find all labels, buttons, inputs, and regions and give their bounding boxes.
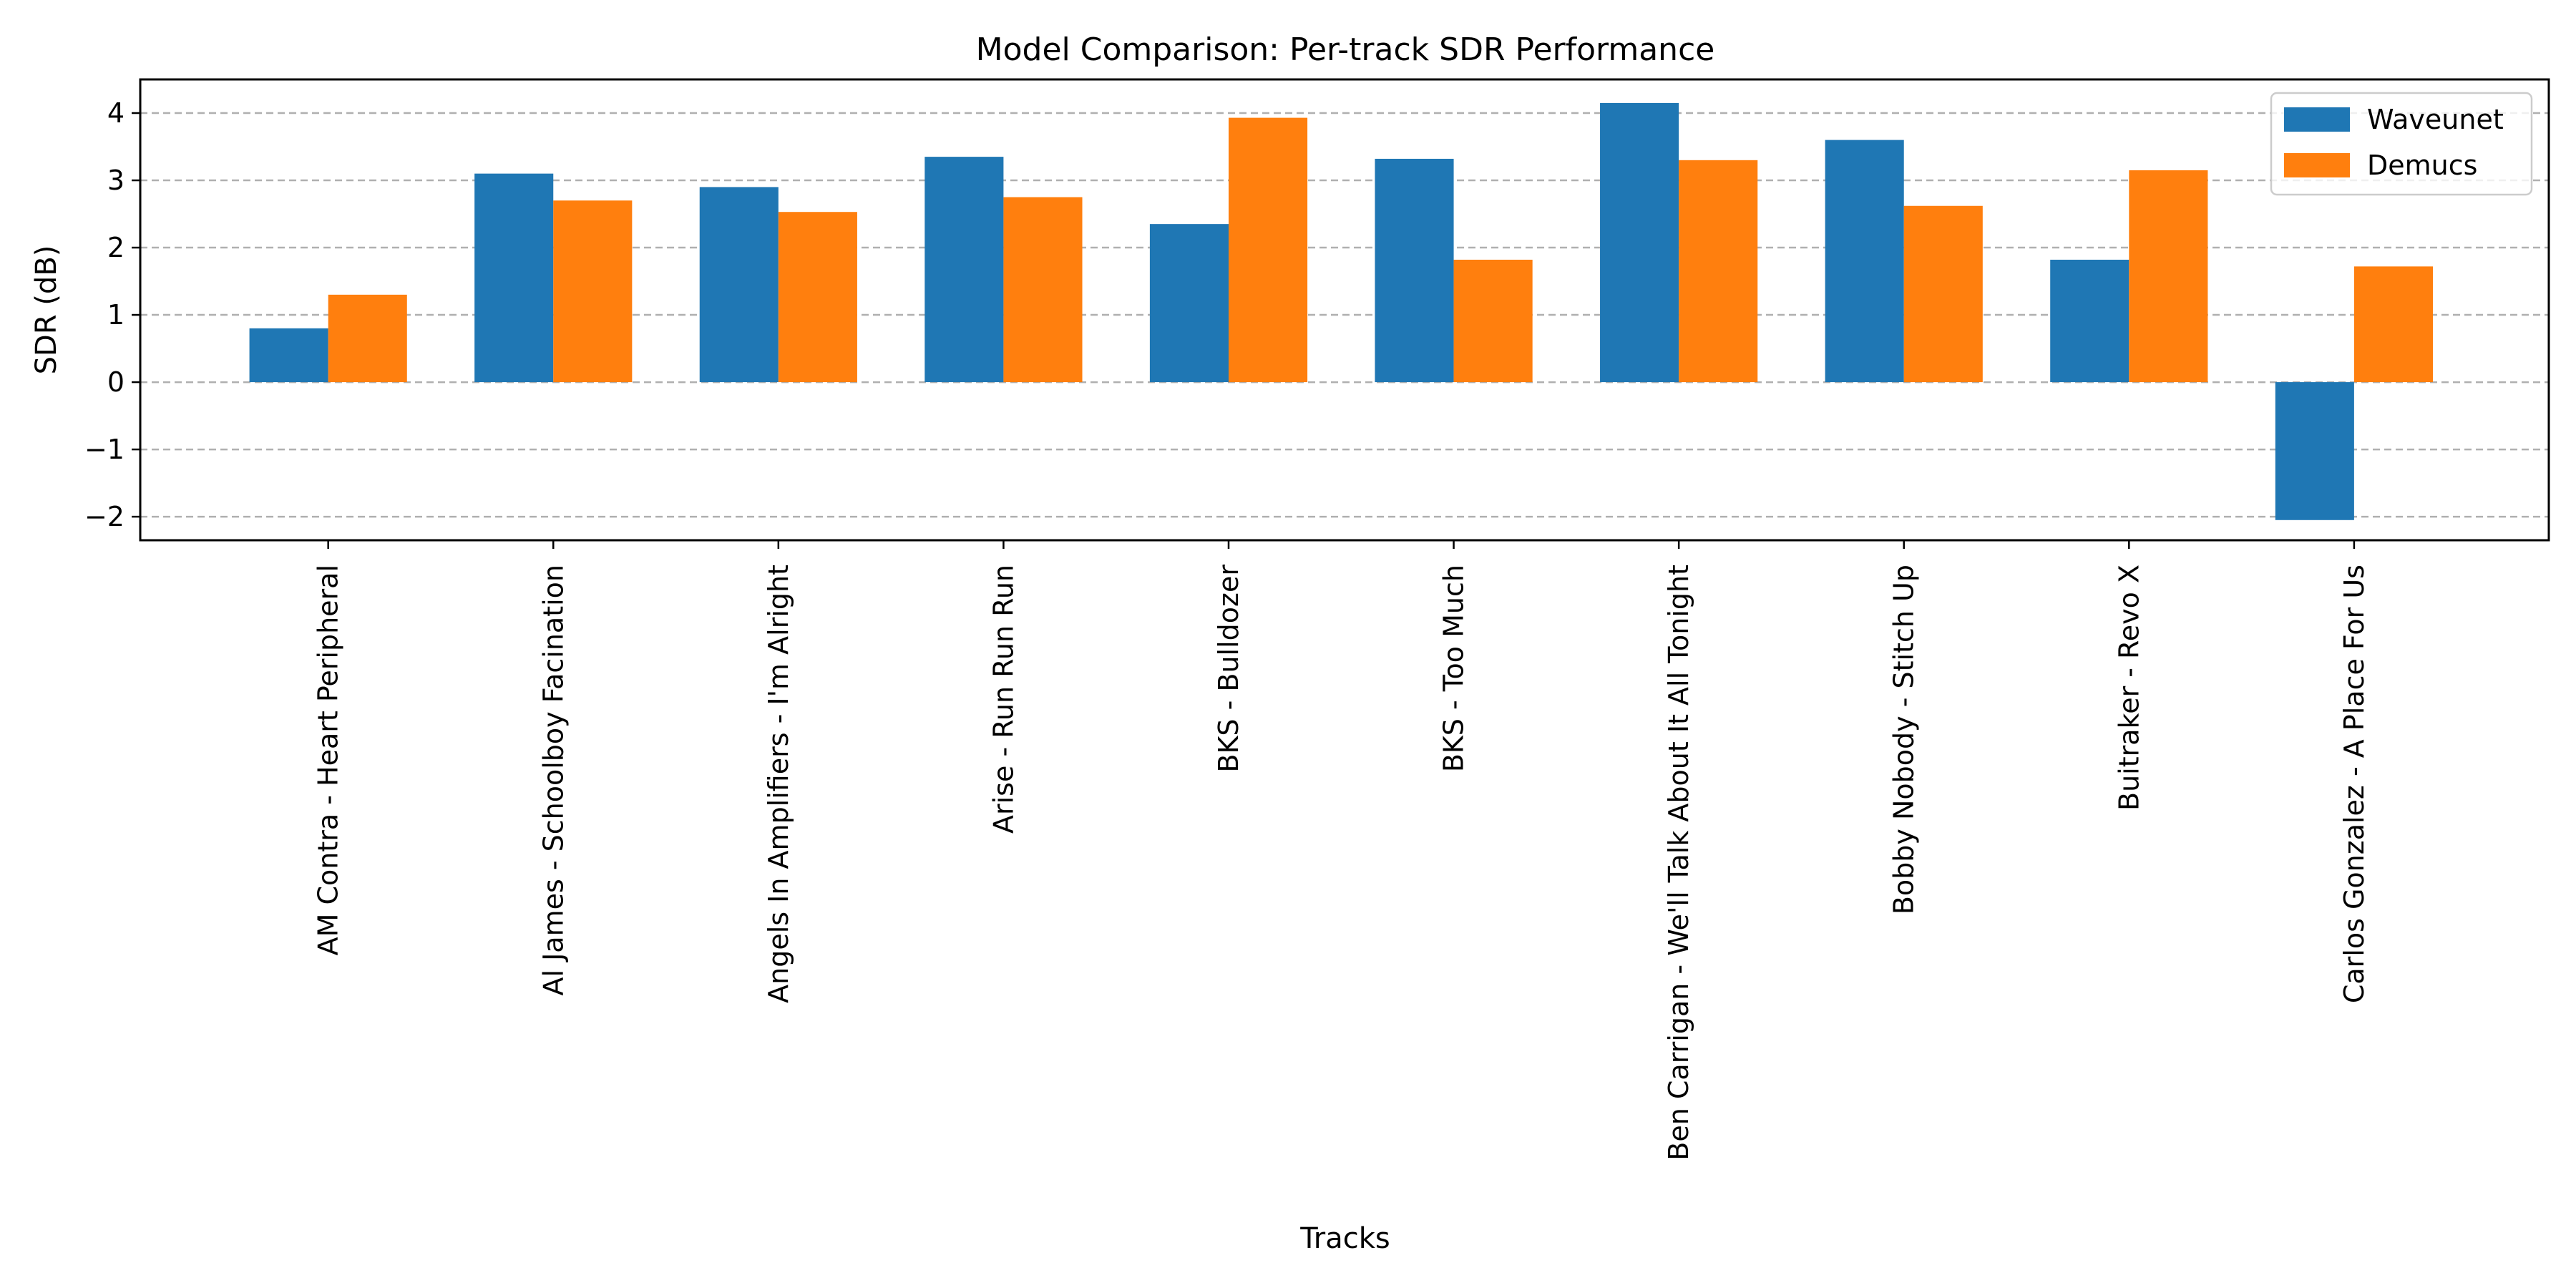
legend-label-demucs: Demucs [2367, 150, 2477, 181]
x-tick-label: Ben Carrigan - We'll Talk About It All T… [1663, 565, 1694, 1161]
bar-waveunet-2 [474, 173, 554, 383]
y-axis-label: SDR (dB) [30, 245, 63, 375]
x-tick-label: Arise - Run Run Run [987, 565, 1019, 834]
y-tick-label: 4 [107, 97, 125, 129]
y-tick-label: 2 [107, 232, 125, 263]
legend-swatch-waveunet [2284, 107, 2350, 132]
bar-demucs-4 [1003, 197, 1083, 383]
bar-layer [249, 102, 2433, 520]
bar-waveunet-6 [1375, 158, 1454, 383]
y-axis: −2 −1 0 1 2 3 4 [84, 97, 140, 532]
bar-demucs-10 [2353, 266, 2433, 383]
x-tick-label: BKS - Bulldozer [1213, 565, 1244, 773]
x-axis-label: Tracks [1299, 1222, 1390, 1255]
bar-demucs-6 [1453, 259, 1533, 383]
bar-demucs-5 [1228, 117, 1308, 383]
x-tick-label: AM Contra - Heart Peripheral [313, 565, 344, 955]
bar-demucs-9 [2129, 170, 2208, 383]
bar-demucs-1 [328, 294, 407, 383]
bar-demucs-3 [778, 212, 857, 383]
x-tick-label: Bobby Nobody - Stitch Up [1888, 565, 1920, 914]
axes-frame [139, 78, 2550, 542]
bar-waveunet-4 [924, 157, 1004, 383]
x-axis: AM Contra - Heart Peripheral Al James - S… [313, 540, 2370, 1161]
bar-demucs-7 [1679, 160, 1758, 383]
bar-waveunet-10 [2275, 382, 2354, 520]
x-tick-label: BKS - Too Much [1438, 565, 1470, 772]
y-tick-label: 0 [107, 366, 125, 398]
bar-demucs-8 [1903, 205, 1983, 383]
bar-waveunet-9 [2050, 259, 2129, 383]
bar-waveunet-7 [1600, 102, 1679, 383]
y-tick-label: −2 [84, 501, 125, 532]
x-tick-label: Al James - Schoolboy Facination [537, 565, 569, 996]
y-tick-label: 3 [107, 165, 125, 196]
bar-waveunet-5 [1149, 224, 1229, 383]
x-tick-label: Carlos Gonzalez - A Place For Us [2338, 565, 2370, 1003]
bar-waveunet-3 [699, 187, 779, 383]
legend-swatch-demucs [2284, 153, 2350, 177]
y-tick-label: −1 [84, 434, 125, 465]
legend-label-waveunet: Waveunet [2367, 104, 2504, 135]
bar-waveunet-1 [249, 328, 328, 383]
x-tick-label: Angels In Amplifiers - I'm Alright [763, 565, 794, 1003]
x-tick-label: Buitraker - Revo X [2113, 565, 2145, 811]
chart-title: Model Comparison: Per-track SDR Performa… [976, 31, 1715, 68]
bar-waveunet-8 [1825, 140, 1904, 383]
bar-demucs-2 [553, 200, 633, 383]
y-tick-label: 1 [107, 299, 125, 331]
legend: Waveunet Demucs [2270, 92, 2533, 196]
